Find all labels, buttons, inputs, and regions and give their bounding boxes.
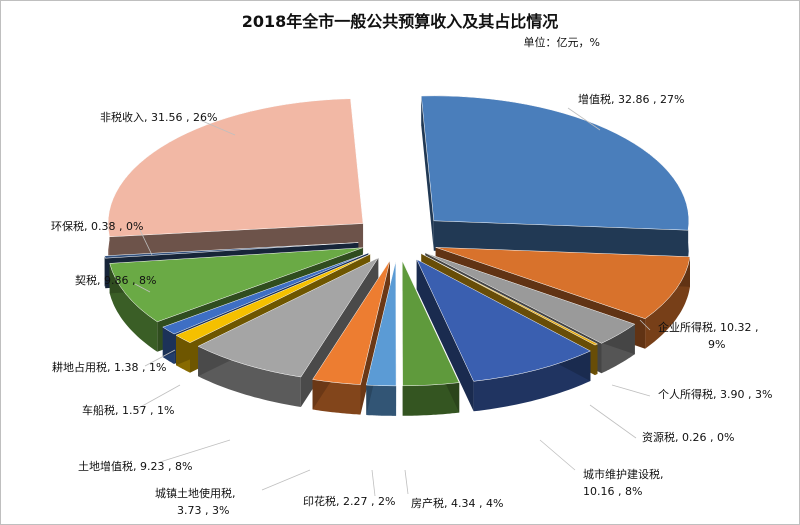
leader-line bbox=[159, 439, 231, 463]
slice-label-5: 房产税, 4.34 , 4% bbox=[411, 496, 503, 510]
pie-slice-side bbox=[109, 263, 158, 352]
pie-slice-top bbox=[109, 247, 363, 323]
slice-label-6: 印花税, 2.27 , 2% bbox=[303, 494, 395, 508]
pie-slice-7 bbox=[312, 260, 391, 415]
slice-label-4-line2: 10.16 , 8% bbox=[583, 485, 642, 498]
leader-line bbox=[139, 229, 153, 256]
leader-line bbox=[371, 469, 376, 497]
pie-slice-5 bbox=[402, 260, 460, 416]
pie-slice-6 bbox=[365, 260, 397, 416]
slice-label-2: 个人所得税, 3.90 , 3% bbox=[658, 387, 772, 401]
leader-line bbox=[261, 469, 311, 491]
pie-slice-top bbox=[312, 260, 391, 385]
pie-slice-side bbox=[645, 256, 690, 349]
slice-label-10: 耕地占用税, 1.38 , 1% bbox=[52, 360, 166, 374]
pie-slice-side bbox=[402, 382, 460, 416]
pie-slice-cut-face bbox=[416, 259, 474, 412]
pie-slice-top bbox=[402, 260, 460, 387]
slice-label-11: 契税, 9.86 , 8% bbox=[75, 273, 156, 287]
pie-slice-top bbox=[162, 252, 369, 335]
pie-slice-side bbox=[473, 351, 591, 412]
leader-line bbox=[639, 319, 651, 331]
slice-label-0: 增值税, 32.86 , 27% bbox=[578, 92, 684, 106]
slice-label-7-line2: 3.73 , 3% bbox=[177, 504, 229, 517]
pie-slice-top bbox=[197, 257, 379, 378]
pie-slice-top bbox=[421, 253, 599, 346]
slice-label-4: 城市维护建设税, bbox=[583, 467, 664, 481]
leader-line bbox=[134, 384, 181, 411]
slice-label-1: 企业所得税, 10.32 , bbox=[658, 320, 758, 334]
pie-slice-8 bbox=[197, 257, 379, 407]
pie-slice-side bbox=[366, 385, 397, 416]
leader-line bbox=[611, 384, 651, 397]
slice-label-9: 车船税, 1.57 , 1% bbox=[82, 403, 174, 417]
leader-line bbox=[404, 469, 409, 495]
slice-label-7: 城镇土地使用税, bbox=[155, 486, 236, 500]
slice-label-12: 环保税, 0.38 , 0% bbox=[51, 219, 143, 233]
slice-label-13: 非税收入, 31.56 , 26% bbox=[100, 110, 217, 124]
pie-slice-cut-face bbox=[421, 96, 434, 251]
leader-line bbox=[589, 404, 637, 439]
pie-slice-top bbox=[104, 242, 359, 259]
pie-slice-4 bbox=[416, 258, 591, 412]
chart-title: 2018年全市一般公共预算收入及其占比情况 bbox=[241, 12, 559, 31]
slice-label-1-line2: 9% bbox=[708, 338, 725, 351]
leader-line bbox=[134, 283, 151, 293]
slice-label-8: 土地增值税, 9.23 , 8% bbox=[78, 459, 192, 473]
pie-slice-top bbox=[107, 98, 364, 238]
chart-unit: 单位：亿元，% bbox=[523, 36, 600, 49]
pie-slice-0 bbox=[421, 95, 689, 261]
leader-line bbox=[199, 119, 236, 136]
slice-label-3: 资源税, 0.26 , 0% bbox=[642, 430, 734, 444]
leader-line bbox=[567, 107, 601, 131]
pie-slice-top bbox=[175, 253, 371, 343]
pie-slice-top bbox=[421, 95, 689, 231]
pie-slice-top bbox=[416, 258, 591, 382]
pie-slice-top bbox=[425, 252, 636, 344]
pie-slice-top bbox=[435, 247, 691, 319]
pie-slice-top bbox=[365, 260, 397, 387]
leader-line bbox=[144, 349, 176, 367]
leader-line bbox=[539, 439, 576, 471]
